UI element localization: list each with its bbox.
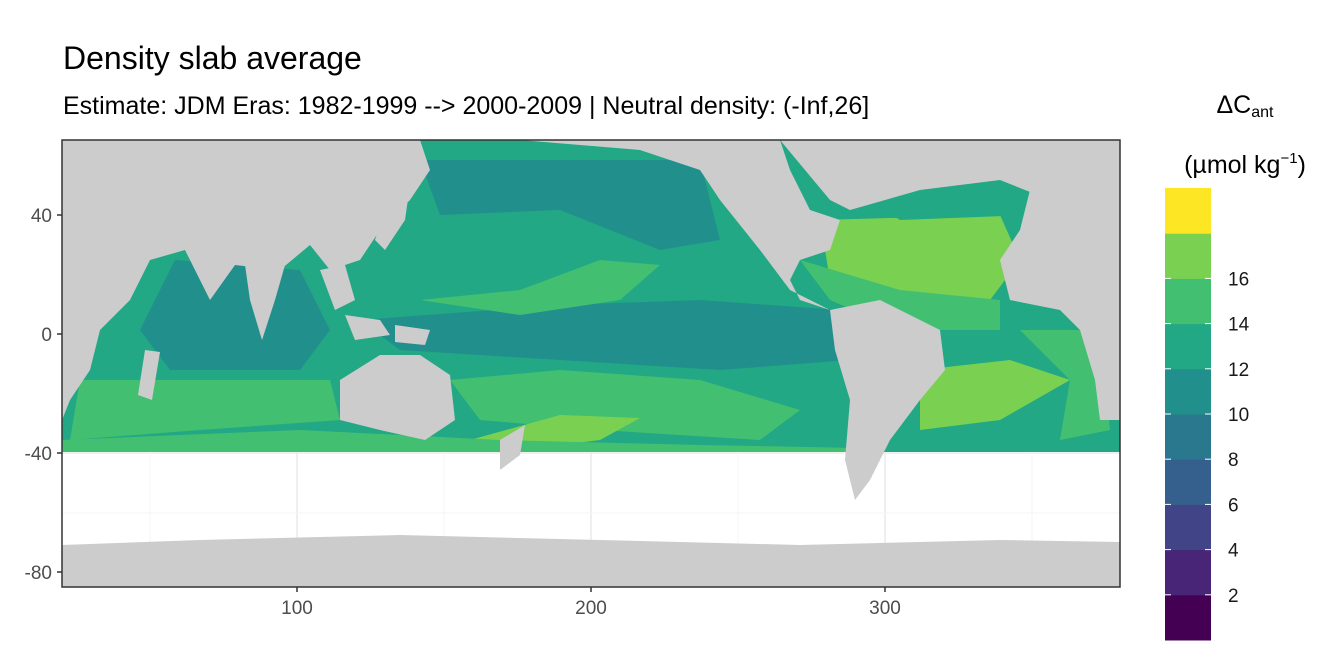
- atlantic-north-subtropical: [820, 215, 1020, 300]
- legend-swatch: [1165, 504, 1211, 551]
- legend-colorbar: [1165, 188, 1211, 641]
- y-tick-label: 40: [31, 206, 52, 227]
- pacific-north-subtropical: [420, 260, 660, 315]
- legend-break-label: 6: [1228, 495, 1239, 516]
- x-tick-label: 200: [575, 598, 607, 619]
- legend-swatch: [1165, 188, 1211, 234]
- legend-unit: (µmol kg: [1184, 151, 1281, 179]
- chart-subtitle: Estimate: JDM Eras: 1982-1999 --> 2000-2…: [63, 92, 870, 120]
- indian-south: [70, 380, 340, 440]
- legend-swatch: [1165, 278, 1211, 325]
- x-tick-label: 300: [869, 598, 901, 619]
- legend-swatch: [1165, 414, 1211, 460]
- legend-swatch: [1165, 323, 1211, 370]
- legend-break-label: 8: [1228, 450, 1239, 471]
- legend-break-label: 14: [1228, 315, 1250, 336]
- pacific-equatorial: [360, 300, 850, 370]
- legend-title-symbol: ΔC: [1216, 91, 1252, 119]
- chart-title: Density slab average: [63, 40, 362, 76]
- atlantic-north-band: [800, 260, 1000, 330]
- x-axis: [296, 587, 886, 592]
- legend-title-subscript: ant: [1251, 104, 1274, 121]
- legend-break-label: 12: [1228, 360, 1249, 381]
- legend-break-label: 2: [1228, 586, 1239, 607]
- legend-unit-close: ): [1297, 151, 1306, 179]
- legend-break-label: 16: [1228, 269, 1249, 290]
- legend-swatch: [1165, 233, 1211, 279]
- y-axis: [57, 214, 62, 573]
- legend-swatch: [1165, 594, 1211, 641]
- atlantic-south-subtropical: [920, 360, 1070, 430]
- pacific-subpolar: [420, 160, 720, 250]
- legend-swatch: [1165, 459, 1211, 505]
- legend-unit-exponent: −1: [1280, 150, 1298, 167]
- legend-labels: 2 4 6 8 10 12 14 16: [1165, 269, 1250, 607]
- land: [62, 140, 1120, 587]
- legend-title: ΔCant (µmol kg−1): [1150, 82, 1340, 188]
- y-tick-label: -80: [25, 563, 52, 584]
- legend-break-label: 4: [1228, 541, 1239, 562]
- atlantic-south-east: [1020, 330, 1110, 440]
- legend-swatch: [1165, 549, 1211, 596]
- y-tick-label: 0: [41, 325, 52, 346]
- indian-north: [140, 260, 330, 370]
- y-tick-label: -40: [25, 444, 52, 465]
- legend-break-label: 10: [1228, 405, 1249, 426]
- x-tick-label: 100: [281, 598, 313, 619]
- southern-ocean-band: [62, 430, 860, 452]
- legend-swatch: [1165, 368, 1211, 415]
